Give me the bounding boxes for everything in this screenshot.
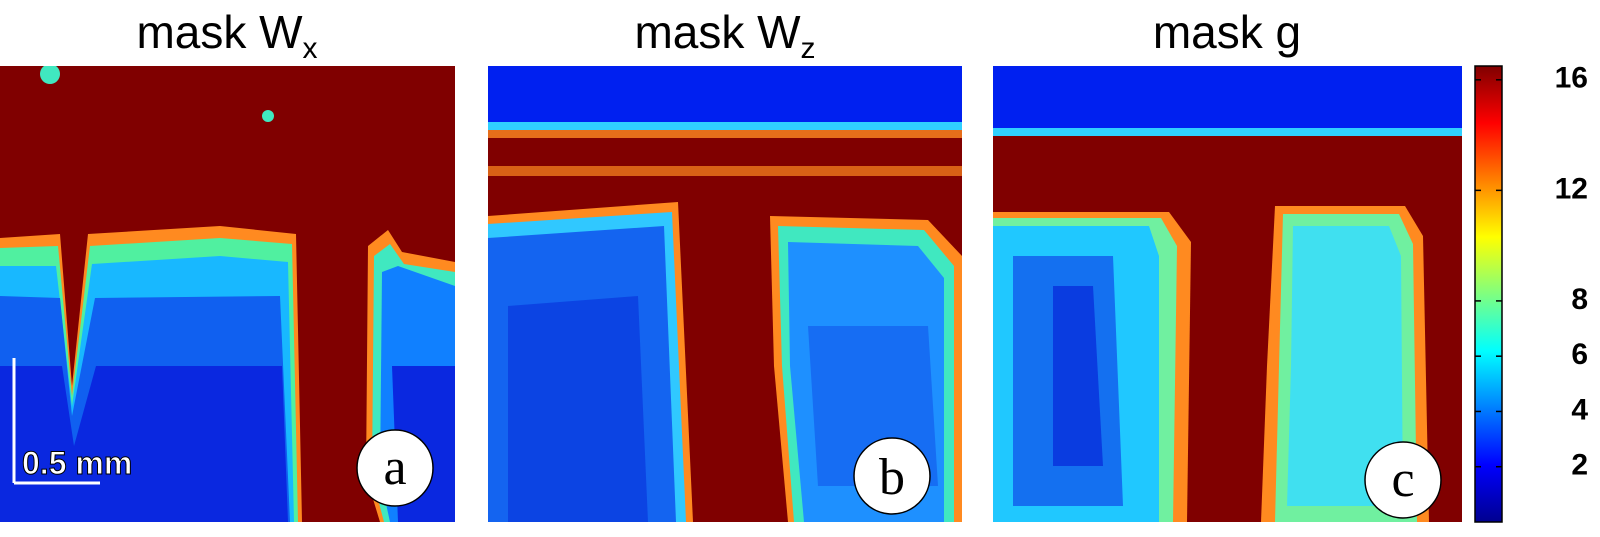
title-text: mask W bbox=[634, 6, 801, 58]
tick-label: 2 bbox=[1571, 449, 1588, 482]
panel-b-image: b bbox=[488, 66, 962, 522]
panel-label: c bbox=[1391, 451, 1414, 508]
panel-label: b bbox=[879, 449, 905, 506]
panel-a-image: 0.5 mm a bbox=[0, 66, 455, 522]
tick-label: 8 bbox=[1571, 283, 1588, 316]
title-text: mask W bbox=[136, 6, 303, 58]
title-subscript: x bbox=[303, 32, 318, 65]
panel-title: mask g bbox=[1153, 6, 1301, 58]
title-subscript: z bbox=[801, 32, 816, 65]
colorbar bbox=[1474, 65, 1503, 523]
tick-label: 6 bbox=[1571, 338, 1588, 371]
panel-title: mask Wz bbox=[634, 6, 815, 65]
tick-label: 16 bbox=[1555, 62, 1588, 95]
panel-label: a bbox=[383, 439, 406, 496]
tick-label: 12 bbox=[1555, 172, 1588, 205]
scale-bar-label: 0.5 mm bbox=[22, 445, 132, 481]
tick-label: 4 bbox=[1571, 393, 1588, 426]
colorbar-axis: 2 4 6 8 12 16 bbox=[1475, 62, 1588, 482]
panel-title: mask Wx bbox=[136, 6, 317, 65]
panel-c-image: c bbox=[993, 66, 1462, 522]
